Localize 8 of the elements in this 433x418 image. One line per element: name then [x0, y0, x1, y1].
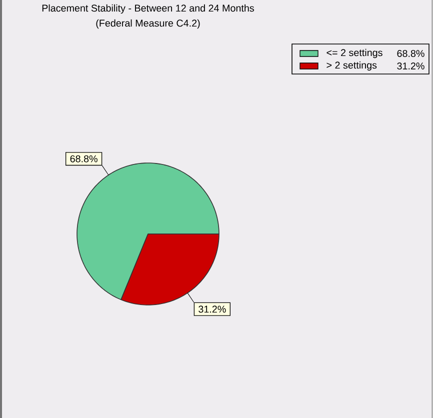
data-label: 31.2%	[198, 306, 226, 313]
chart-title: Placement Stability - Between 12 and 24 Months	[42, 4, 254, 14]
text: 31.2%	[397, 62, 424, 70]
data-label: 68.8%	[70, 155, 98, 162]
chart-subtitle: (Federal Measure C4.2)	[96, 19, 200, 29]
text: 68.8%	[397, 50, 424, 57]
legend-label: <= 2 settings	[326, 48, 382, 58]
legend-label: > 2 settings	[326, 61, 377, 71]
